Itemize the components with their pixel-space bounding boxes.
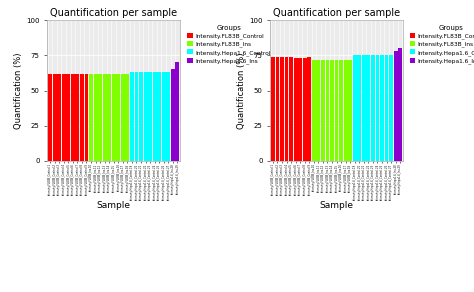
Bar	[89, 74, 93, 161]
Bar	[62, 74, 66, 161]
Bar	[171, 69, 175, 161]
Bar	[366, 55, 370, 161]
Bar	[84, 74, 89, 161]
Bar	[98, 74, 102, 161]
Bar	[289, 57, 293, 161]
Title: Quantification per sample: Quantification per sample	[273, 8, 400, 18]
Bar	[94, 74, 98, 161]
Bar	[398, 48, 402, 161]
Y-axis label: Quantification (%): Quantification (%)	[15, 52, 24, 129]
Bar	[107, 74, 111, 161]
Bar	[48, 74, 52, 161]
Bar	[307, 57, 311, 161]
Bar	[321, 60, 325, 161]
Bar	[284, 57, 289, 161]
Bar	[339, 60, 343, 161]
Bar	[175, 62, 179, 161]
Bar	[271, 57, 275, 161]
Bar	[148, 72, 152, 161]
Bar	[357, 55, 361, 161]
Bar	[394, 51, 398, 161]
Bar	[157, 72, 161, 161]
Bar	[162, 72, 166, 161]
Bar	[144, 72, 147, 161]
Bar	[344, 60, 347, 161]
Bar	[280, 57, 284, 161]
Y-axis label: Quantification (%): Quantification (%)	[237, 52, 246, 129]
Bar	[66, 74, 70, 161]
X-axis label: Sample: Sample	[97, 201, 131, 210]
Bar	[294, 58, 298, 161]
Bar	[353, 55, 356, 161]
Bar	[317, 60, 320, 161]
Bar	[153, 72, 156, 161]
Legend: Intensity.FL83B_Control, Intensity.FL83B_Ins, Intensity.Hepa1.6_Control, Intensi: Intensity.FL83B_Control, Intensity.FL83B…	[409, 23, 474, 65]
Bar	[80, 74, 84, 161]
Bar	[135, 72, 138, 161]
X-axis label: Sample: Sample	[319, 201, 354, 210]
Bar	[130, 72, 134, 161]
Bar	[375, 55, 379, 161]
Bar	[298, 58, 302, 161]
Bar	[362, 55, 366, 161]
Bar	[330, 60, 334, 161]
Bar	[312, 60, 316, 161]
Bar	[57, 74, 61, 161]
Bar	[117, 74, 120, 161]
Bar	[53, 74, 56, 161]
Bar	[112, 74, 116, 161]
Bar	[303, 58, 307, 161]
Legend: Intensity.FL83B_Control, Intensity.FL83B_Ins, Intensity.Hepa1.6_Control, Intensi: Intensity.FL83B_Control, Intensity.FL83B…	[186, 23, 272, 65]
Bar	[139, 72, 143, 161]
Bar	[75, 74, 79, 161]
Bar	[384, 55, 389, 161]
Bar	[348, 60, 352, 161]
Bar	[166, 72, 170, 161]
Bar	[126, 74, 129, 161]
Bar	[326, 60, 329, 161]
Bar	[380, 55, 384, 161]
Bar	[335, 60, 338, 161]
Bar	[389, 55, 393, 161]
Bar	[371, 55, 375, 161]
Title: Quantification per sample: Quantification per sample	[50, 8, 177, 18]
Bar	[103, 74, 107, 161]
Bar	[71, 74, 75, 161]
Bar	[275, 57, 279, 161]
Bar	[121, 74, 125, 161]
